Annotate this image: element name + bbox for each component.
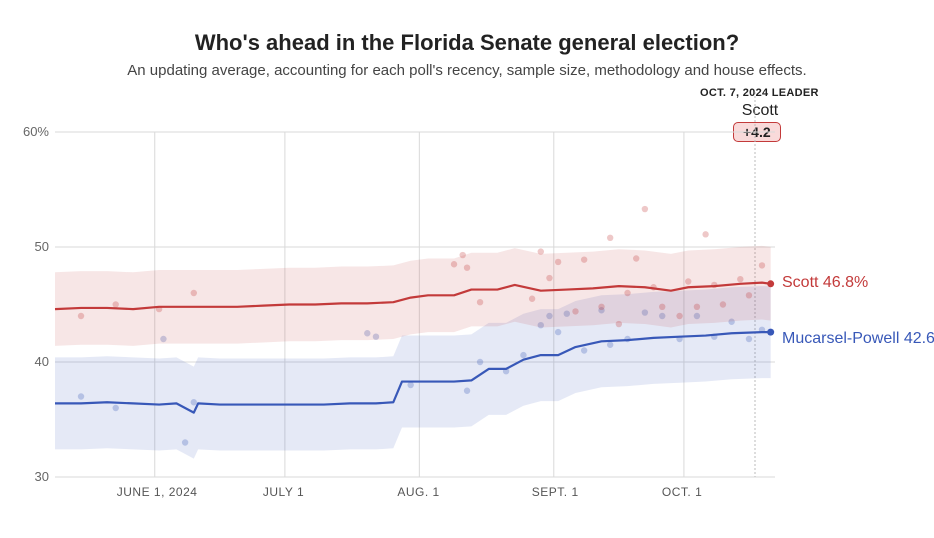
y-axis-tick: 50 — [35, 239, 49, 254]
chart-title: Who's ahead in the Florida Senate genera… — [0, 30, 934, 56]
x-axis-tick: SEPT. 1 — [532, 485, 579, 499]
x-axis-tick: OCT. 1 — [662, 485, 702, 499]
chart-subtitle: An updating average, accounting for each… — [0, 62, 934, 79]
series-label-scott: Scott 46.8% — [782, 274, 868, 292]
polling-chart — [55, 132, 775, 477]
y-axis-tick: 60% — [23, 124, 49, 139]
y-axis-tick: 30 — [35, 469, 49, 484]
x-axis-tick: JUNE 1, 2024 — [117, 485, 198, 499]
series-label-mucarsel: Mucarsel-Powell 42.6% — [782, 330, 934, 348]
leader-header: OCT. 7, 2024 LEADER — [700, 87, 819, 99]
chart-container: { "title": "Who's ahead in the Florida S… — [0, 0, 934, 538]
y-axis-tick: 40 — [35, 354, 49, 369]
x-axis-tick: AUG. 1 — [397, 485, 439, 499]
x-axis-tick: JULY 1 — [263, 485, 304, 499]
leader-name: Scott — [730, 102, 790, 120]
